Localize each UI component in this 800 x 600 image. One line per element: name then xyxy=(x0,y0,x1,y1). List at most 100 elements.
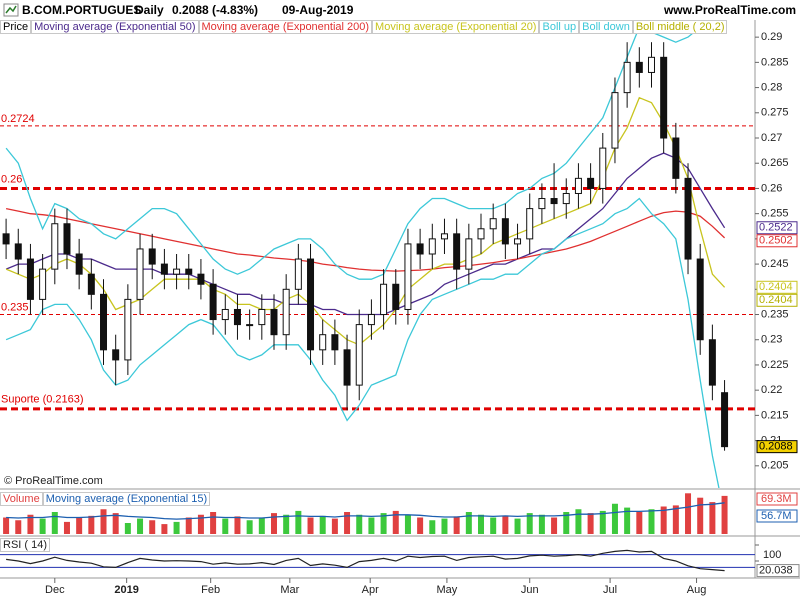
candle-body xyxy=(538,198,546,210)
candle-body xyxy=(319,334,327,351)
candle-body xyxy=(623,61,631,94)
candle-body xyxy=(136,248,144,300)
legend-item: Boll middle ( 20,2) xyxy=(632,20,728,34)
y-tick-label: 0.285 xyxy=(761,56,789,68)
volume-bar xyxy=(551,517,558,534)
rsi-last: 20.038 xyxy=(759,564,793,576)
y-tick-label: 0.28 xyxy=(761,81,782,93)
candle-body xyxy=(39,268,47,300)
volume-bar xyxy=(295,510,302,534)
indicator-line xyxy=(5,20,710,280)
candle-body xyxy=(75,253,83,275)
volume-bar xyxy=(161,524,168,534)
candle-body xyxy=(392,283,400,310)
y-tick-label: 0.255 xyxy=(761,208,789,220)
volume-bar xyxy=(246,520,253,534)
candle-body xyxy=(696,258,704,341)
volume-bar xyxy=(124,523,131,534)
support-label: 0.235 xyxy=(1,301,29,313)
volume-bar xyxy=(270,513,277,534)
candle-body xyxy=(270,308,278,336)
candle-body xyxy=(465,238,473,270)
support-label: Suporte (0.2163) xyxy=(1,394,84,406)
legend-item: RSI ( 14) xyxy=(0,538,51,552)
volume-ema-last: 56.7M xyxy=(761,510,792,522)
x-tick-label: Jul xyxy=(603,584,617,596)
candle-body xyxy=(550,198,558,205)
volume-bar xyxy=(417,517,424,534)
y-tick-label: 0.26 xyxy=(761,182,782,194)
axis-marker-label: 0.2404 xyxy=(759,281,793,293)
volume-bar xyxy=(697,497,704,534)
last-price: 0.2088 (-4.83%) xyxy=(172,3,259,17)
volume-bar xyxy=(563,512,570,534)
site: www.ProRealTime.com xyxy=(663,3,796,17)
candle-body xyxy=(14,243,22,260)
candle-body xyxy=(148,248,156,265)
candle-body xyxy=(489,218,497,230)
axis-marker xyxy=(756,293,798,307)
volume-bar xyxy=(660,506,667,534)
legend-item: Volume xyxy=(0,492,43,506)
volume-bar xyxy=(210,512,217,534)
axis-marker xyxy=(756,234,798,248)
volume-bar xyxy=(88,515,95,534)
candle-body xyxy=(258,308,266,326)
volume-bar xyxy=(39,518,46,534)
candle-body xyxy=(160,263,168,275)
volume-bar xyxy=(100,509,107,534)
volume-bar xyxy=(258,517,265,534)
candle-body xyxy=(221,308,229,321)
axis-marker-label: 0.2404 xyxy=(759,294,793,306)
indicator-line xyxy=(5,152,726,316)
y-tick-label: 0.27 xyxy=(761,132,782,144)
volume-bar xyxy=(465,512,472,534)
volume-legend: Volume Moving average (Exponential 15) xyxy=(0,492,211,506)
candle-body xyxy=(416,243,424,255)
candle-body xyxy=(660,56,668,139)
indicator-line xyxy=(5,197,720,488)
legend-item: Moving average (Exponential 20) xyxy=(372,20,540,34)
candle-body xyxy=(331,334,339,351)
axis-marker xyxy=(756,221,798,235)
rsi-tick-label: 100 xyxy=(763,549,781,561)
volume-bar xyxy=(575,509,582,534)
volume-bar xyxy=(392,510,399,534)
candle-body xyxy=(2,233,10,245)
volume-bar xyxy=(429,520,436,534)
support-label: 0.2724 xyxy=(1,113,35,125)
volume-bar xyxy=(197,514,204,534)
axis-marker xyxy=(756,440,798,454)
volume-bar xyxy=(721,495,728,534)
volume-bar xyxy=(27,514,34,534)
volume-bar xyxy=(331,518,338,534)
volume-bar xyxy=(283,514,290,534)
legend-item: Moving average (Exponential 15) xyxy=(42,492,211,506)
candle-body xyxy=(63,223,71,255)
x-tick-label: Feb xyxy=(201,584,220,596)
candle-body xyxy=(197,273,205,285)
volume-bar xyxy=(234,516,241,534)
volume-bar xyxy=(648,509,655,534)
y-tick-label: 0.23 xyxy=(761,334,782,346)
candle-body xyxy=(87,273,95,295)
y-tick-label: 0.265 xyxy=(761,157,789,169)
volume-bar xyxy=(3,517,10,534)
candle-body xyxy=(526,208,534,240)
axis-marker-label: 0.2502 xyxy=(759,235,793,247)
candle-body xyxy=(647,56,655,73)
volume-bar xyxy=(51,512,58,534)
x-tick-label: 2019 xyxy=(114,584,138,596)
header: B.COM.PORTUGUES Daily 0.2088 (-4.83%) 09… xyxy=(0,0,800,20)
candle-body xyxy=(173,268,181,275)
candle-body xyxy=(282,288,290,336)
icon xyxy=(3,3,19,17)
volume-bar xyxy=(137,518,144,534)
volume-bar xyxy=(709,502,716,534)
y-tick-label: 0.29 xyxy=(761,31,782,43)
candle-body xyxy=(684,177,692,260)
candle-body xyxy=(428,238,436,255)
x-tick-label: Apr xyxy=(362,584,379,596)
